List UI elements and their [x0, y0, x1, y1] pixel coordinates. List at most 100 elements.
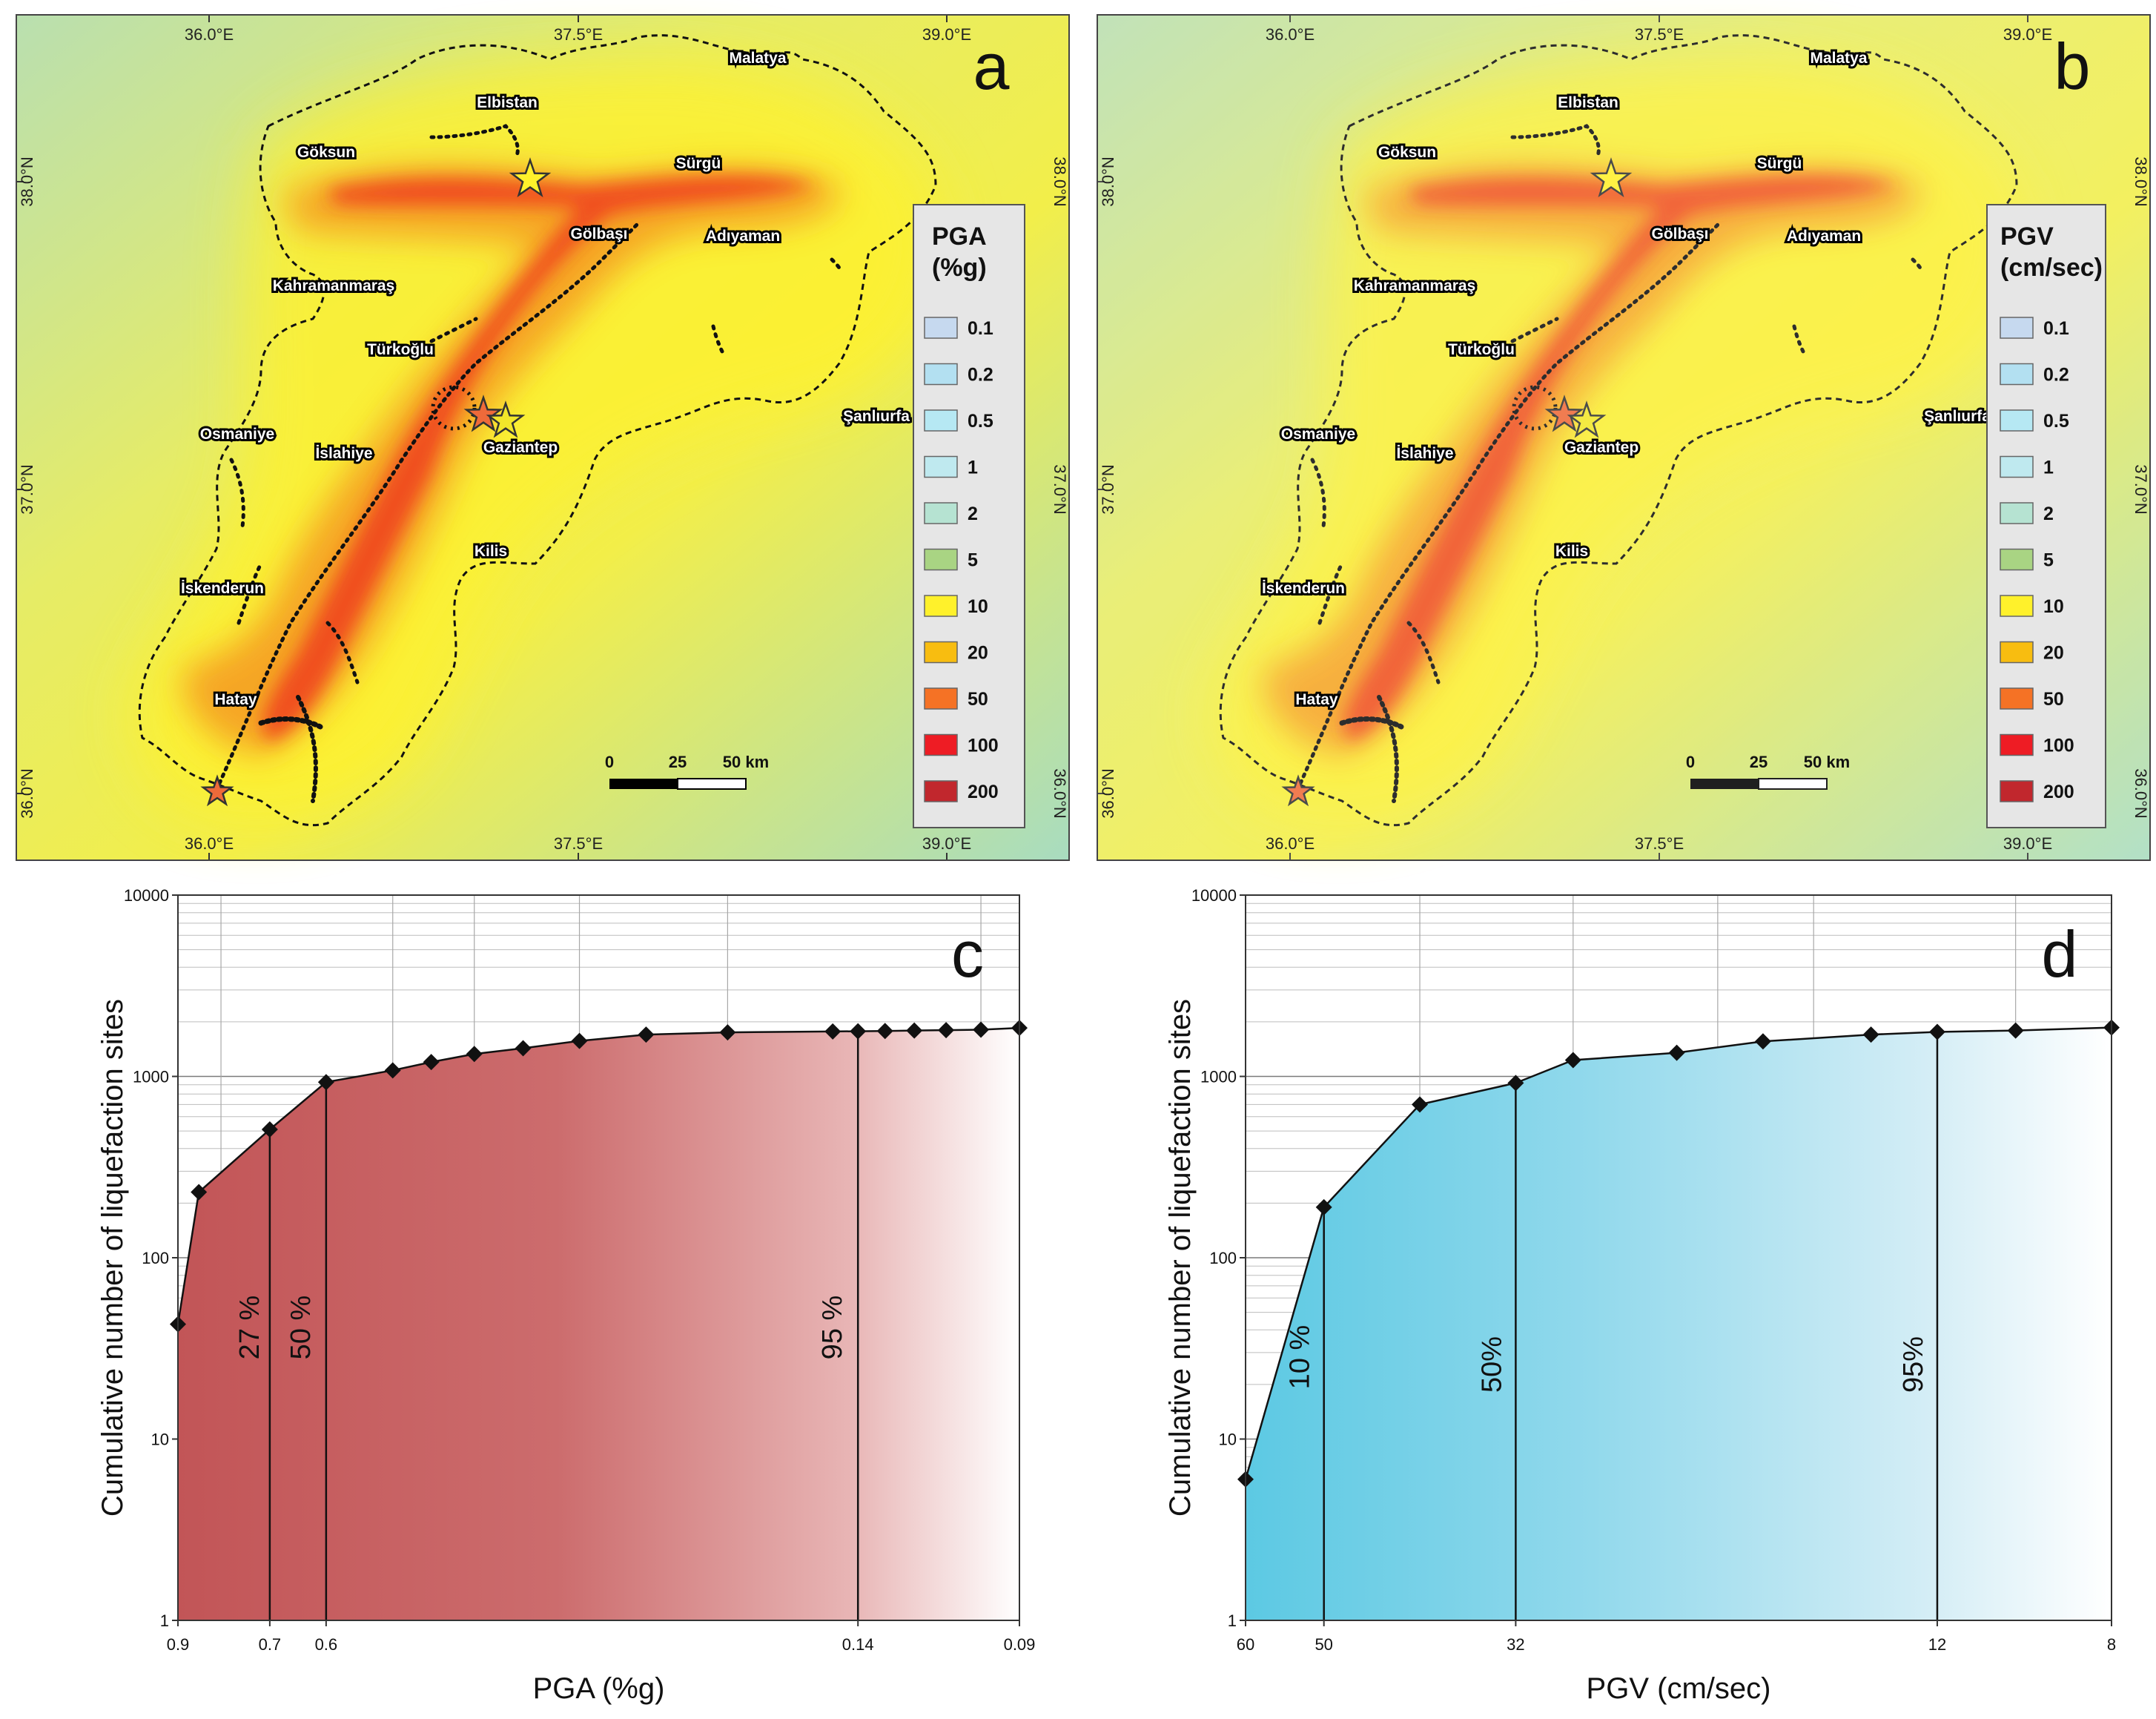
legend-label: 0.2	[2043, 365, 2069, 386]
city-label: İskenderun	[181, 580, 264, 597]
legend-swatch	[2000, 595, 2034, 617]
legend-swatch	[2000, 455, 2034, 478]
city-label: Türkoğlu	[367, 341, 434, 358]
legend-swatch	[2000, 780, 2034, 802]
city-label: Kahramanmaraş	[1354, 277, 1476, 294]
legend-label: 0.5	[968, 411, 993, 432]
legend-title: PGA	[932, 222, 987, 251]
city-label: Gölbaşı	[570, 225, 627, 242]
city-label: Osmaniye	[200, 426, 274, 443]
lon-tick-label: 36.0°E	[1266, 25, 1315, 44]
y-tick-label: 100	[142, 1249, 169, 1267]
legend-swatch	[924, 317, 958, 339]
x-tick-label: 0.6	[315, 1635, 338, 1654]
city-label: Malatya	[1810, 50, 1867, 67]
city-label: Kahramanmaraş	[273, 277, 395, 294]
x-axis-label: PGV (cm/sec)	[1587, 1672, 1771, 1705]
city-label: Osmaniye	[1281, 426, 1355, 443]
lon-tick-label: 37.5°E	[554, 25, 603, 44]
data-point	[824, 1023, 841, 1040]
legend-swatch	[2000, 502, 2034, 524]
legend-label: 200	[2043, 782, 2074, 802]
scale-label: 0	[605, 753, 614, 771]
legend-swatch	[2000, 409, 2034, 432]
x-tick-label: 12	[1928, 1635, 1946, 1654]
city-label: Kilis	[474, 543, 507, 560]
city-label: Şanlıurfa	[843, 408, 910, 425]
lon-tick-label: 39.0°E	[2003, 834, 2052, 853]
data-point	[876, 1023, 893, 1040]
legend-swatch	[924, 548, 958, 571]
panel-label: a	[973, 30, 1010, 103]
data-point	[571, 1032, 588, 1049]
lat-tick-label: 38.0°N	[18, 156, 36, 207]
x-tick-label: 0.09	[1004, 1635, 1036, 1654]
data-point	[384, 1062, 401, 1079]
panel-label: b	[2054, 30, 2091, 103]
legend-label: 0.1	[2043, 318, 2069, 339]
legend-label: 50	[968, 689, 988, 710]
lat-tick-label: 36.0°N	[18, 768, 36, 819]
data-point	[423, 1054, 440, 1071]
lat-tick-label: 37.0°N	[18, 464, 36, 515]
city-label: Elbistan	[1558, 94, 1618, 111]
area-fill	[178, 1028, 1019, 1620]
x-tick-label: 32	[1507, 1635, 1524, 1654]
y-tick-label: 1000	[133, 1068, 169, 1086]
lon-tick-label: 37.5°E	[554, 834, 603, 853]
y-tick-label: 1	[1228, 1611, 1237, 1630]
city-label: Türkoğlu	[1448, 341, 1515, 358]
legend-swatch	[2000, 317, 2034, 339]
legend-label: 10	[968, 596, 988, 617]
legend-swatch	[924, 502, 958, 524]
y-tick-label: 10000	[124, 886, 169, 905]
city-label: İskenderun	[1262, 580, 1345, 597]
legend-label: 0.1	[968, 318, 993, 339]
lon-tick-label: 36.0°E	[185, 25, 234, 44]
lon-tick-label: 36.0°E	[185, 834, 234, 853]
lon-tick-label: 37.5°E	[1635, 834, 1684, 853]
data-point	[466, 1046, 483, 1063]
data-point	[1315, 1198, 1332, 1215]
legend-label: 100	[2043, 736, 2074, 756]
lat-tick-label: 38.0°N	[2132, 156, 2150, 207]
panel-label: d	[2042, 917, 2078, 991]
lat-tick-label: 38.0°N	[1051, 156, 1069, 207]
city-label: Kilis	[1555, 543, 1588, 560]
data-point	[1668, 1044, 1685, 1061]
legend-swatch	[2000, 363, 2034, 386]
data-point	[2007, 1022, 2024, 1039]
area-fill	[1246, 1027, 2112, 1620]
legend-swatch	[924, 780, 958, 802]
percentile-label: 27 %	[234, 1296, 265, 1360]
lon-tick-label: 36.0°E	[1266, 834, 1315, 853]
y-tick-label: 100	[1209, 1249, 1237, 1267]
y-axis-label: Cumulative number of liquefaction sites	[1164, 999, 1197, 1517]
legend-swatch	[2000, 687, 2034, 710]
data-point	[515, 1040, 532, 1057]
legend-label: 100	[968, 736, 999, 756]
data-point	[261, 1121, 278, 1138]
data-point	[638, 1026, 655, 1043]
legend-swatch	[924, 409, 958, 432]
chart-c: 27 % 50 % 95 % 1 10 100 1000 10000 0.9 0.7 0.6 0.14…	[96, 886, 1035, 1705]
data-point	[1564, 1052, 1581, 1069]
y-tick-label: 10	[151, 1431, 169, 1449]
legend: PGA (%g) 0.1 0.2 0.5 1 2 5 10 20 50 100 200	[913, 204, 1025, 828]
data-point	[1507, 1075, 1524, 1092]
data-point	[906, 1022, 923, 1039]
x-tick-label: 50	[1315, 1635, 1332, 1654]
data-point	[1754, 1033, 1771, 1050]
scale-label: 50 km	[723, 753, 769, 771]
lat-tick-label: 36.0°N	[1051, 768, 1069, 819]
percentile-label: 50 %	[285, 1296, 317, 1360]
legend-label: 20	[968, 643, 988, 664]
lon-tick-label: 39.0°E	[922, 25, 971, 44]
city-label: Sürgü	[1757, 155, 1802, 172]
legend-title: PGV	[2000, 222, 2054, 251]
data-point	[973, 1021, 990, 1038]
y-tick-label: 10000	[1191, 886, 1237, 905]
y-tick-label: 1000	[1200, 1068, 1237, 1086]
panel-label: c	[951, 917, 984, 991]
lat-tick-label: 37.0°N	[1099, 464, 1117, 515]
